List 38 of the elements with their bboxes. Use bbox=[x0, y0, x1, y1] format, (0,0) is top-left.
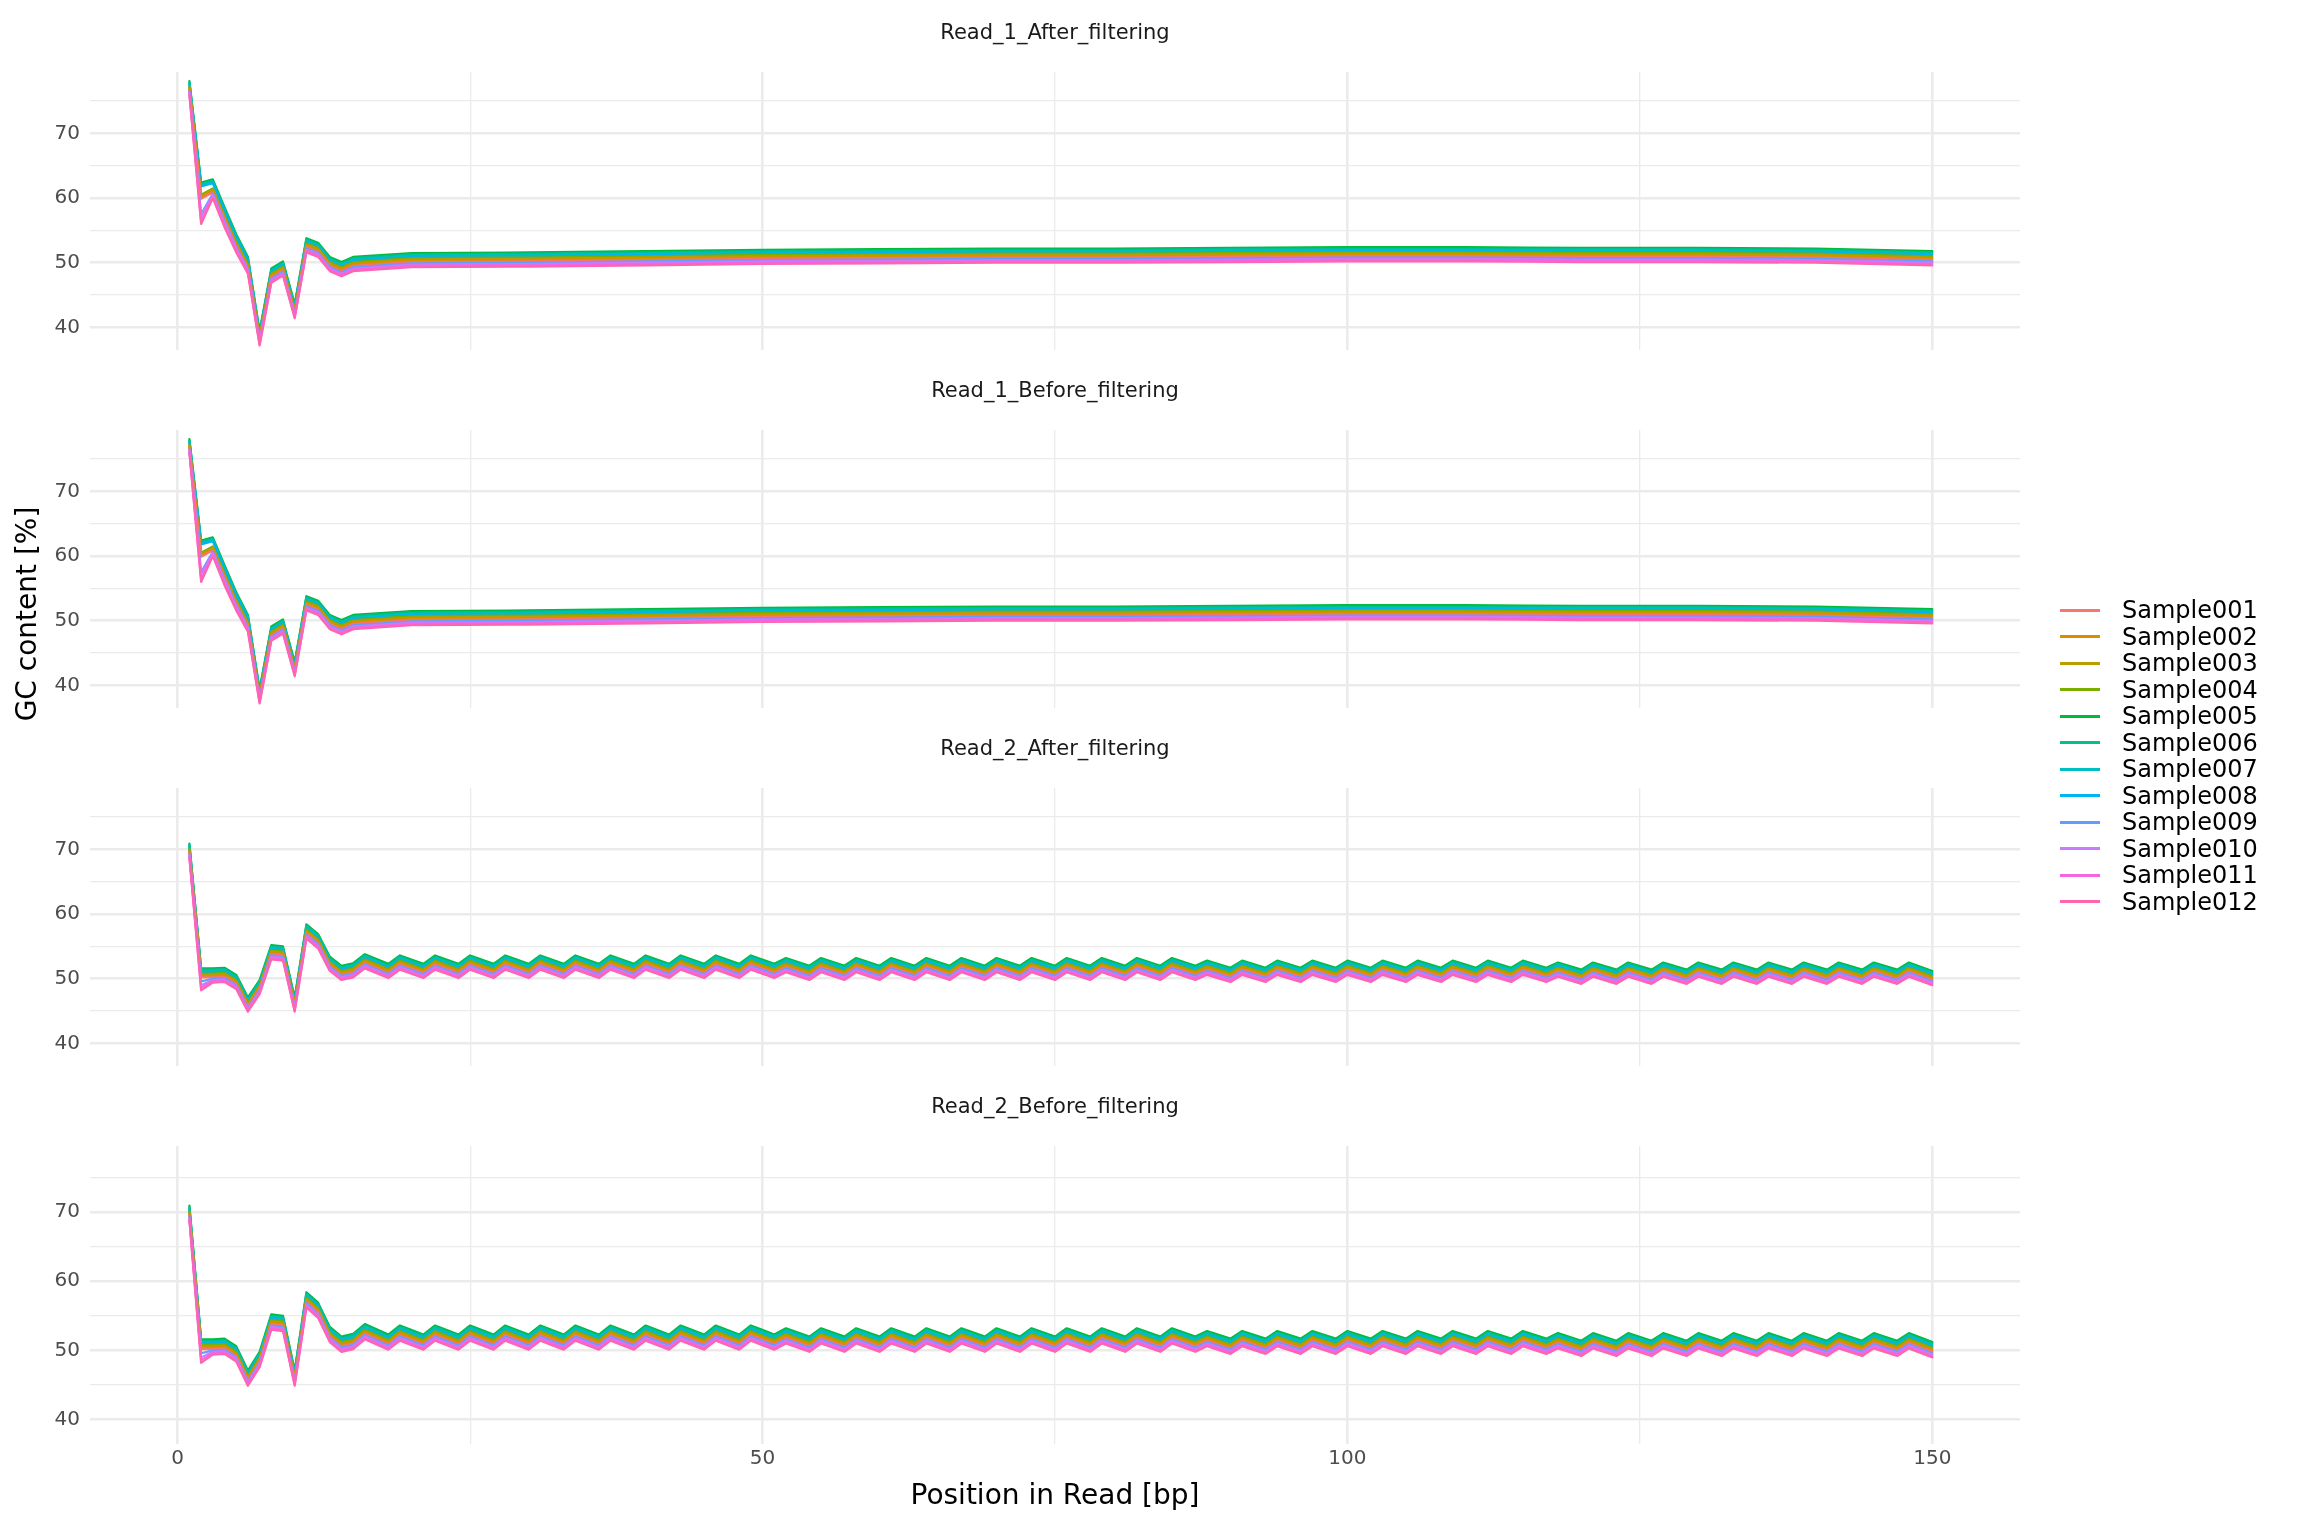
x-tick-label: 0 bbox=[171, 1445, 185, 1470]
y-tick-label: 70 bbox=[54, 835, 80, 860]
y-tick-label: 70 bbox=[54, 1198, 80, 1223]
y-tick-label: 40 bbox=[54, 1029, 80, 1054]
legend-label: Sample011 bbox=[2122, 861, 2258, 890]
x-tick-label: 50 bbox=[749, 1445, 776, 1470]
legend-label: Sample010 bbox=[2122, 834, 2258, 863]
legend-label: Sample002 bbox=[2122, 622, 2258, 651]
x-tick-label: 100 bbox=[1328, 1445, 1367, 1470]
chart-title: Read_1_Before_filtering bbox=[930, 378, 1180, 402]
y-tick-label: 50 bbox=[54, 248, 80, 273]
legend-label: Sample008 bbox=[2122, 781, 2258, 810]
y-tick-label: 60 bbox=[54, 184, 80, 209]
legend-label: Sample012 bbox=[2122, 887, 2258, 916]
y-axis-title: GC content [%] bbox=[9, 506, 43, 722]
y-tick-label: 70 bbox=[54, 119, 80, 144]
y-tick-label: 50 bbox=[54, 606, 80, 631]
legend-label: Sample005 bbox=[2122, 702, 2258, 731]
y-tick-label: 40 bbox=[54, 1405, 80, 1430]
chart-title: Read_1_After_filtering bbox=[939, 20, 1171, 44]
y-tick-label: 50 bbox=[54, 964, 80, 989]
legend-label: Sample007 bbox=[2122, 755, 2258, 784]
x-tick-label: 150 bbox=[1913, 1445, 1952, 1470]
y-tick-label: 60 bbox=[54, 1267, 80, 1292]
legend-label: Sample001 bbox=[2122, 596, 2258, 625]
y-tick-label: 60 bbox=[54, 900, 80, 925]
chart-title: Read_2_Before_filtering bbox=[930, 1094, 1180, 1118]
x-axis-title: Position in Read [bp] bbox=[909, 1478, 1201, 1511]
legend-label: Sample009 bbox=[2122, 808, 2258, 837]
y-tick-label: 70 bbox=[54, 477, 80, 502]
legend-label: Sample006 bbox=[2122, 728, 2258, 757]
chart-title: Read_2_After_filtering bbox=[939, 736, 1171, 760]
y-tick-label: 60 bbox=[54, 542, 80, 567]
y-tick-label: 40 bbox=[54, 313, 80, 338]
legend-label: Sample003 bbox=[2122, 649, 2258, 678]
legend-label: Sample004 bbox=[2122, 675, 2258, 704]
y-tick-label: 50 bbox=[54, 1336, 80, 1361]
y-tick-label: 40 bbox=[54, 671, 80, 696]
